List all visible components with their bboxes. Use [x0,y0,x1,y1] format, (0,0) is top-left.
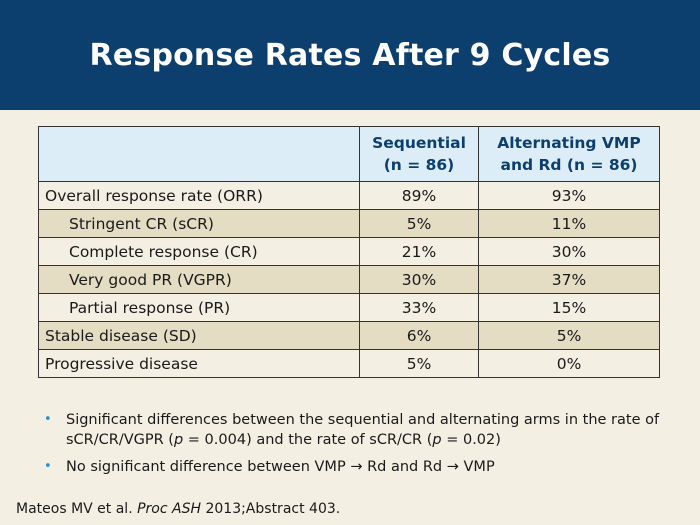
citation-authors: Mateos MV et al. [16,501,138,517]
table-row: Stable disease (SD) 6% 5% [38,321,660,350]
row-sequential-value: 6% [359,321,479,350]
bullet-text: VMP [458,459,495,475]
row-label: Stable disease (SD) [38,321,360,350]
row-alternating-value: 15% [478,293,660,322]
header-blank-cell [38,126,360,182]
citation-journal: Proc ASH [137,501,202,517]
header-sequential-line1: Sequential [372,134,466,152]
row-label: Overall response rate (ORR) [38,181,360,210]
header-sequential: Sequential (n = 86) [359,126,479,182]
findings-bullet-list: • Significant differences between the se… [44,410,664,484]
response-rates-table: Sequential (n = 86) Alternating VMP and … [38,126,660,378]
p-value-symbol: p [432,432,442,448]
row-alternating-value: 30% [478,237,660,266]
bullet-text: = 0.02) [441,432,501,448]
row-sequential-value: 5% [359,349,479,378]
slide-title: Response Rates After 9 Cycles [89,37,611,73]
table-row: Progressive disease 5% 0% [38,349,660,378]
header-alternating-line1: Alternating VMP [497,134,641,152]
bullet-marker-icon: • [44,412,52,427]
bullet-text: Rd and Rd [362,459,447,475]
row-label: Stringent CR (sCR) [38,209,360,238]
row-alternating-value: 11% [478,209,660,238]
row-sequential-value: 33% [359,293,479,322]
row-label: Very good PR (VGPR) [38,265,360,294]
table-row: Very good PR (VGPR) 30% 37% [38,265,660,294]
row-alternating-value: 93% [478,181,660,210]
bullet-text: Significant differences between the sequ… [66,412,660,448]
row-alternating-value: 37% [478,265,660,294]
table-row: Overall response rate (ORR) 89% 93% [38,181,660,210]
row-label: Partial response (PR) [38,293,360,322]
header-sequential-line2: (n = 86) [383,156,455,174]
row-label: Complete response (CR) [38,237,360,266]
header-alternating: Alternating VMP and Rd (n = 86) [478,126,660,182]
bullet-text: = 0.004) and the rate of sCR/CR ( [183,432,433,448]
row-label: Progressive disease [38,349,360,378]
table-row: Partial response (PR) 33% 15% [38,293,660,322]
row-sequential-value: 89% [359,181,479,210]
citation: Mateos MV et al. Proc ASH 2013;Abstract … [16,501,340,517]
row-sequential-value: 21% [359,237,479,266]
table-row: Stringent CR (sCR) 5% 11% [38,209,660,238]
header-alternating-line2: and Rd (n = 86) [500,156,638,174]
arrow-right-icon: → [446,459,459,475]
row-alternating-value: 5% [478,321,660,350]
arrow-right-icon: → [350,459,363,475]
citation-details: 2013;Abstract 403. [201,501,341,517]
row-sequential-value: 5% [359,209,479,238]
row-alternating-value: 0% [478,349,660,378]
bullet-no-significant-difference: • No significant difference between VMP … [44,457,664,477]
bullet-marker-icon: • [44,459,52,474]
title-bar: Response Rates After 9 Cycles [0,0,700,110]
table-row: Complete response (CR) 21% 30% [38,237,660,266]
bullet-text: No significant difference between VMP [66,459,351,475]
bullet-significant-differences: • Significant differences between the se… [44,410,664,450]
table-header-row: Sequential (n = 86) Alternating VMP and … [38,126,660,182]
row-sequential-value: 30% [359,265,479,294]
p-value-symbol: p [173,432,184,448]
